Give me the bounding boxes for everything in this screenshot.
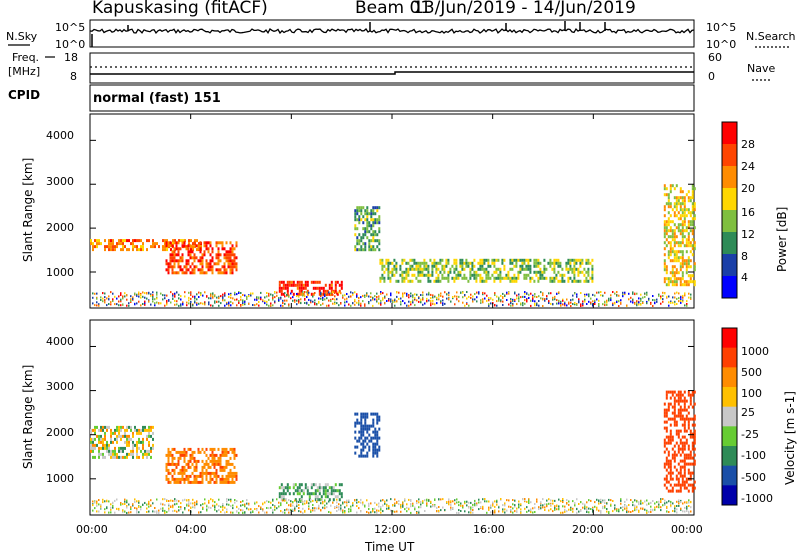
vel-cbar-neg25: -25 bbox=[741, 428, 759, 441]
xtick-5: 20:00 bbox=[572, 523, 604, 536]
velocity-echo-region bbox=[278, 483, 343, 502]
vel-cbar-25: 25 bbox=[741, 406, 755, 419]
freq-panel-frame bbox=[89, 52, 695, 84]
velocity-colorbar-swatch bbox=[722, 406, 737, 427]
power-colorbar-swatch bbox=[722, 232, 737, 255]
velocity-colorbar-swatch bbox=[722, 446, 737, 467]
nsearch-label: N.Search bbox=[746, 30, 796, 43]
velocity-echo-region bbox=[165, 447, 238, 484]
velocity-colorbar-frame bbox=[721, 327, 738, 506]
power-echo-region bbox=[278, 280, 343, 296]
vel-cbar-500: 500 bbox=[741, 366, 762, 379]
power-ytick-3000: 3000 bbox=[46, 175, 74, 188]
power-colorbar-swatch bbox=[722, 122, 737, 145]
power-colorbar-frame bbox=[721, 121, 738, 299]
power-echo-region bbox=[379, 258, 594, 283]
power-colorbar-swatch bbox=[722, 166, 737, 189]
power-ytick-2000: 2000 bbox=[46, 221, 74, 234]
power-cbar-24: 24 bbox=[741, 160, 755, 173]
xtick-4: 16:00 bbox=[473, 523, 505, 536]
mode-label: normal (fast) 151 bbox=[93, 91, 221, 106]
power-colorbar-swatch bbox=[722, 276, 737, 299]
power-colorbar-swatch bbox=[722, 254, 737, 277]
beam-label: Beam 01 bbox=[355, 0, 432, 18]
xtick-3: 12:00 bbox=[374, 523, 406, 536]
noise-panel-frame bbox=[89, 19, 695, 48]
power-cbar-16: 16 bbox=[741, 206, 755, 219]
power-echo-region bbox=[165, 241, 238, 275]
vel-cbar-100: 100 bbox=[741, 387, 762, 400]
power-near-range-scatter bbox=[92, 291, 692, 307]
power-cbar-28: 28 bbox=[741, 138, 755, 151]
station-title: Kapuskasing (fitACF) bbox=[92, 0, 268, 18]
power-colorbar-swatch bbox=[722, 188, 737, 211]
velocity-colorbar-swatch bbox=[722, 485, 737, 506]
cpid-label: CPID bbox=[8, 88, 41, 102]
freq-label: Freq. bbox=[12, 51, 40, 64]
power-cbar-8: 8 bbox=[741, 250, 748, 263]
xtick-0: 00:00 bbox=[76, 523, 108, 536]
cpid-panel-frame bbox=[89, 84, 695, 112]
xtick-1: 04:00 bbox=[175, 523, 207, 536]
freq-trace bbox=[90, 71, 694, 75]
velocity-colorbar-swatch bbox=[722, 426, 737, 447]
power-ytick-4000: 4000 bbox=[46, 129, 74, 142]
nave-label: Nave bbox=[747, 62, 776, 75]
power-cbar-12: 12 bbox=[741, 228, 755, 241]
velocity-echo-region bbox=[663, 390, 696, 493]
vel-ytick-1000: 1000 bbox=[46, 472, 74, 485]
nave-tick-low: 0 bbox=[708, 70, 715, 83]
vel-cbar-neg100: -100 bbox=[741, 449, 766, 462]
vel-ytick-3000: 3000 bbox=[46, 380, 74, 393]
freq-unit: [MHz] bbox=[8, 65, 41, 78]
velocity-echo-region bbox=[90, 425, 154, 459]
xtick-6: 00:00 bbox=[671, 523, 703, 536]
nave-tick-high: 60 bbox=[708, 51, 722, 64]
xtick-2: 08:00 bbox=[275, 523, 307, 536]
nsky-label: N.Sky bbox=[6, 30, 38, 43]
vel-ytick-4000: 4000 bbox=[46, 335, 74, 348]
freq-tick-low: 8 bbox=[70, 70, 77, 83]
velocity-colorbar-swatch bbox=[722, 465, 737, 486]
power-colorbar-swatch bbox=[722, 210, 737, 233]
vel-cbar-neg1000: -1000 bbox=[741, 492, 773, 505]
nsky-tick-low: 10^0 bbox=[55, 38, 86, 51]
vel-ytick-2000: 2000 bbox=[46, 426, 74, 439]
velocity-colorbar-swatch bbox=[722, 347, 737, 368]
velocity-colorbar-swatch bbox=[722, 387, 737, 408]
nsky-trace bbox=[89, 28, 695, 35]
freq-tick-high: 18 bbox=[64, 51, 78, 64]
nsearch-tick-high: 10^5 bbox=[706, 21, 737, 34]
velocity-echo-region bbox=[354, 412, 381, 458]
date-range: 13/Jun/2019 - 14/Jun/2019 bbox=[413, 0, 636, 18]
xlabel: Time UT bbox=[365, 540, 415, 554]
vel-cbar-neg500: -500 bbox=[741, 471, 766, 484]
velocity-near-range-scatter bbox=[92, 498, 692, 514]
power-colorbar-swatch bbox=[722, 144, 737, 167]
power-echo-region bbox=[354, 206, 381, 252]
velocity-colorbar-swatch bbox=[722, 367, 737, 388]
nsky-tick-high: 10^5 bbox=[55, 21, 86, 34]
vel-cbar-1000: 1000 bbox=[741, 345, 769, 358]
power-ytick-1000: 1000 bbox=[46, 266, 74, 279]
nsearch-tick-low: 10^0 bbox=[706, 38, 737, 51]
velocity-colorbar-swatch bbox=[722, 328, 737, 349]
velocity-panel-frame bbox=[89, 319, 695, 516]
power-echo-region bbox=[663, 184, 696, 287]
power-cbar-4: 4 bbox=[741, 271, 748, 284]
power-panel-frame bbox=[89, 113, 695, 309]
power-cbar-20: 20 bbox=[741, 182, 755, 195]
